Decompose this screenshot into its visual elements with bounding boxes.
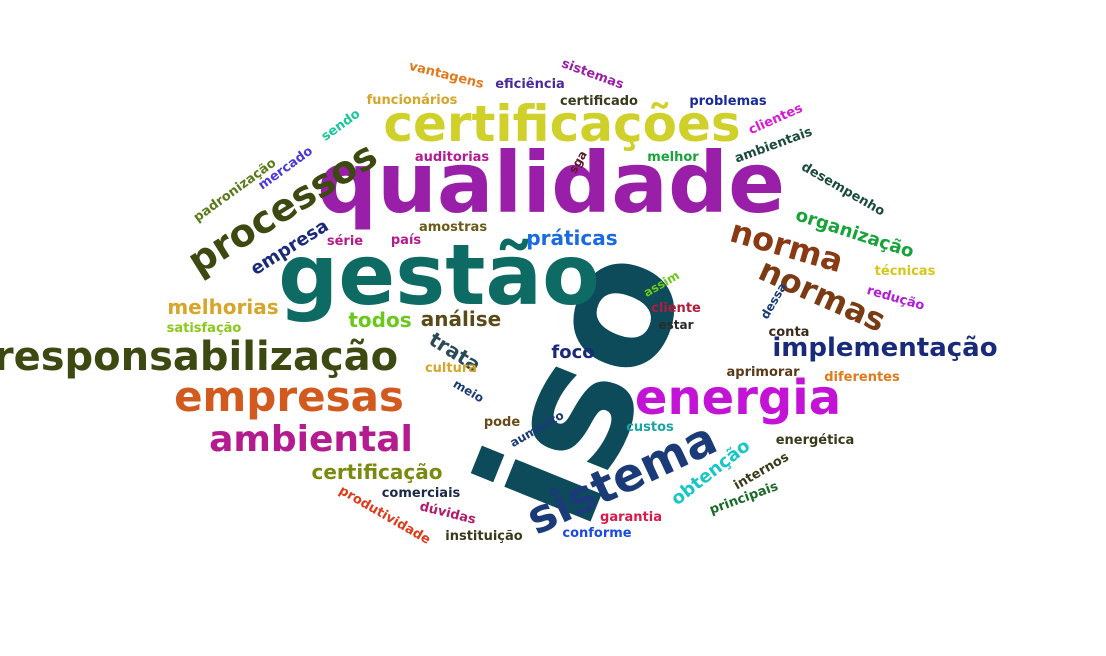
word-pode: pode bbox=[483, 414, 521, 430]
word-qualidade: qualidade bbox=[316, 134, 786, 232]
word-analise: análise bbox=[420, 307, 502, 331]
word-custos: custos bbox=[626, 419, 674, 435]
word-certificacao: certificação bbox=[311, 460, 443, 484]
word-garantia: garantia bbox=[600, 509, 662, 525]
word-conforme: conforme bbox=[562, 525, 632, 541]
word-comerciais: comerciais bbox=[381, 485, 461, 501]
word-eficiencia: eficiência bbox=[495, 76, 565, 92]
word-melhor: melhor bbox=[647, 149, 699, 165]
word-pais: país bbox=[390, 232, 422, 248]
word-gestao: gestão bbox=[278, 226, 600, 324]
word-aprimorar: aprimorar bbox=[726, 364, 800, 380]
word-certificacoes: certificações bbox=[383, 95, 741, 153]
word-conta: conta bbox=[768, 324, 810, 340]
word-diferentes: diferentes bbox=[824, 369, 900, 385]
word-ambiental: ambiental bbox=[209, 419, 413, 460]
word-cultura: cultura bbox=[424, 360, 478, 376]
word-amostras: amostras bbox=[418, 219, 488, 235]
word-cliente: cliente bbox=[651, 300, 701, 316]
word-foco: foco bbox=[551, 342, 595, 363]
word-implementacao: implementação bbox=[772, 333, 998, 363]
word-todos: todos bbox=[348, 308, 412, 332]
word-empresas: empresas bbox=[174, 372, 404, 421]
word-tecnicas: técnicas bbox=[874, 263, 936, 279]
word-estar: estar bbox=[658, 318, 694, 332]
word-responsabilizacao: responsabilização bbox=[0, 334, 399, 380]
word-problemas: problemas bbox=[689, 93, 767, 109]
word-duvidas: dúvidas bbox=[418, 498, 478, 528]
word-praticas: práticas bbox=[526, 226, 618, 250]
word-serie: série bbox=[326, 233, 364, 249]
word-vantagens: vantagens bbox=[407, 58, 485, 92]
word-energetica: energética bbox=[775, 432, 855, 448]
word-funcionarios: funcionários bbox=[366, 92, 458, 108]
word-melhorias: melhorias bbox=[167, 295, 279, 319]
word-certificado: certificado bbox=[560, 93, 638, 109]
word-energia: energia bbox=[634, 370, 842, 426]
word-instituicao: instituição bbox=[445, 528, 523, 544]
word-auditorias: auditorias bbox=[414, 149, 490, 165]
word-sistemas: sistemas bbox=[559, 55, 627, 93]
word-satisfacao: satisfação bbox=[166, 320, 242, 336]
